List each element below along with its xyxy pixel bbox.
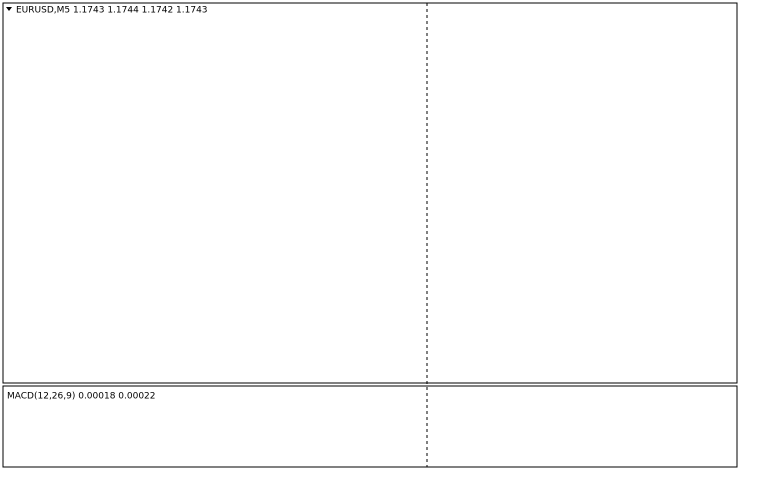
chart-title: EURUSD,M5 1.1743 1.1744 1.1742 1.1743 bbox=[16, 6, 208, 16]
price-pane-frame bbox=[2, 2, 738, 384]
symbol-arrow bbox=[6, 7, 12, 11]
indicator-title: MACD(12,26,9) 0.00018 0.00022 bbox=[7, 392, 156, 402]
macd-pane-frame bbox=[2, 385, 738, 468]
